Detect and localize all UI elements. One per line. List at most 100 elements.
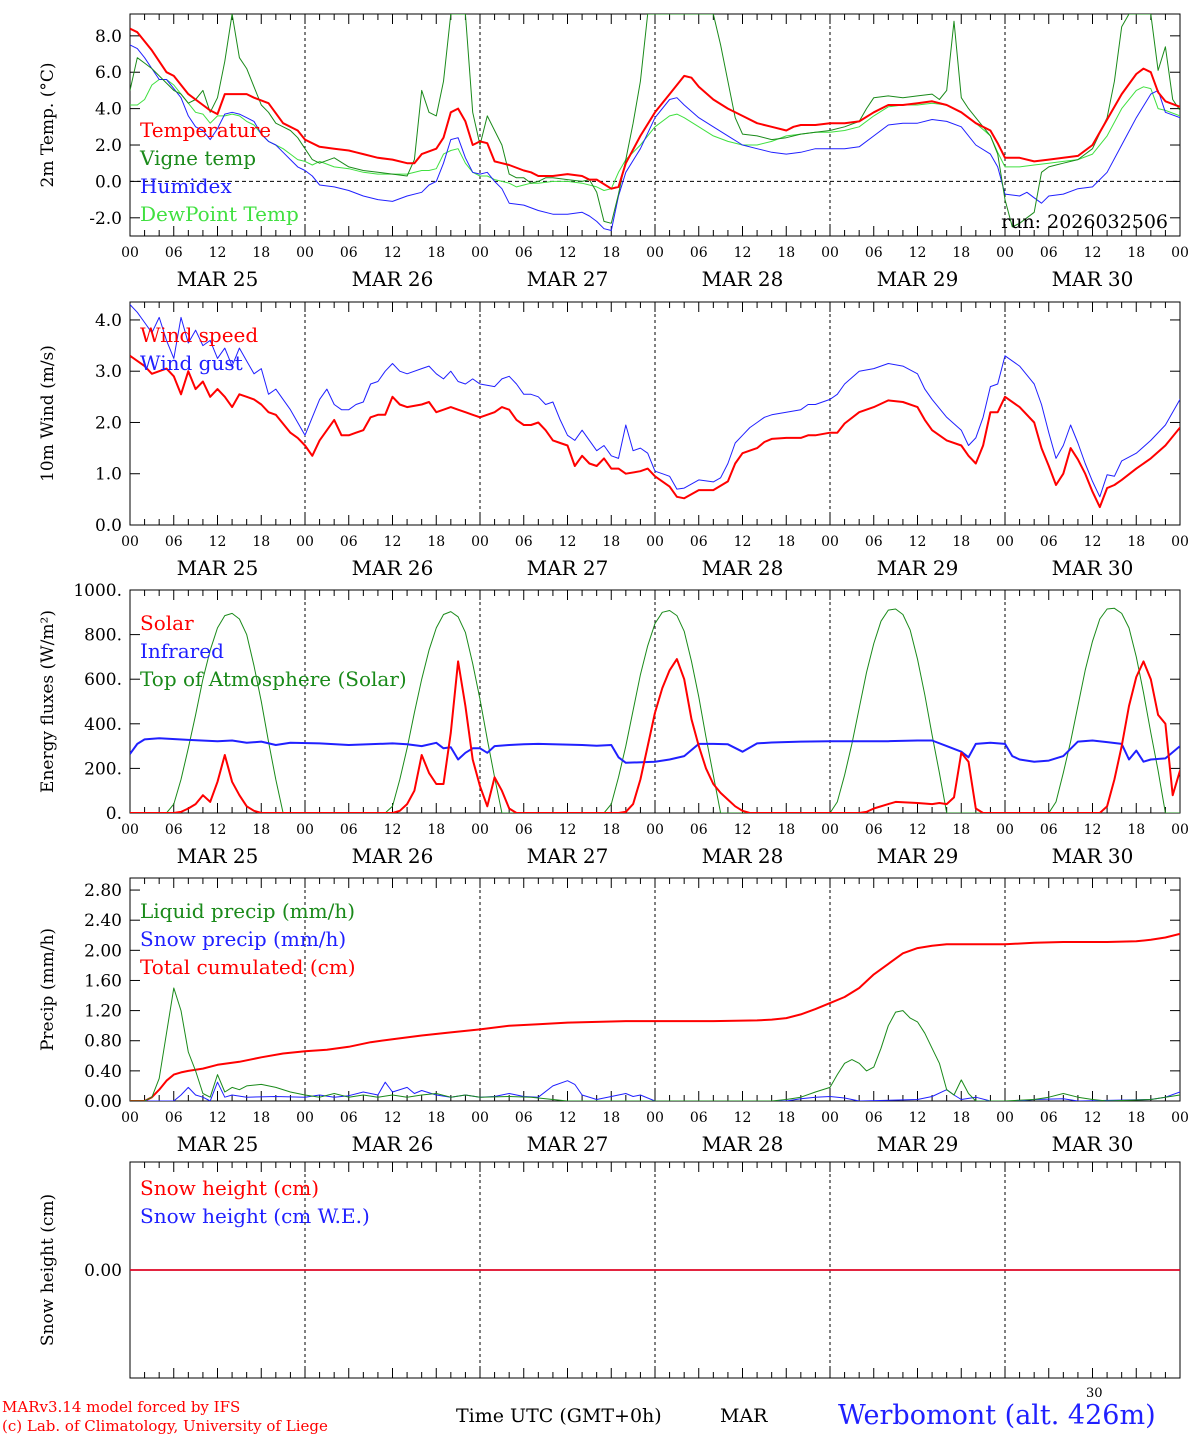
x-tick-label: 00 [996,245,1014,261]
y-tick-label: 1.60 [84,971,122,991]
legend-entry: Temperature [140,118,271,142]
x-tick-label: 06 [1040,1110,1058,1126]
y-tick-label: 800. [84,626,122,646]
day-label: MAR 27 [527,556,609,580]
day-label: MAR 26 [352,844,434,868]
y-tick-label: 0.80 [84,1032,122,1052]
x-tick-label: 06 [865,534,883,550]
legend-entry: Liquid precip (mm/h) [140,899,355,923]
y-tick-label: 2.00 [84,941,122,961]
legend-entry: Snow height (cm) [140,1176,319,1200]
plot-frame [129,301,1181,526]
x-tick-label: 00 [821,822,839,838]
legend-entry: Total cumulated (cm) [140,955,356,979]
y-tick-label: 2.0 [95,413,122,433]
legend-entry: Humidex [140,174,232,198]
x-tick-label: 12 [559,822,577,838]
y-tick-label: 0.0 [95,172,122,192]
x-tick-label: 00 [296,822,314,838]
y-tick-label: 4.0 [95,100,122,120]
legend-entry: Vigne temp [139,146,256,170]
x-tick-label: 12 [909,1110,927,1126]
legend-entry: Top of Atmosphere (Solar) [140,667,407,691]
day-label: MAR 28 [702,1132,784,1156]
y-tick-label: 0.00 [84,1092,122,1112]
y-axis-title: Precip (mm/h) [38,928,58,1051]
x-tick-label: 00 [821,534,839,550]
y-tick-label: 1.20 [84,1002,122,1022]
x-tick-label: 18 [952,534,970,550]
y-tick-label: 200. [84,759,122,779]
x-tick-label: 18 [952,1110,970,1126]
legend-entry: Infrared [140,639,224,663]
x-tick-label: 06 [340,245,358,261]
x-tick-label: 06 [1040,245,1058,261]
legend-entry: Snow precip (mm/h) [140,927,346,951]
x-tick-label: 06 [865,822,883,838]
x-tick-label: 00 [296,1110,314,1126]
x-tick-label: 00 [821,245,839,261]
y-axis-title: 2m Temp. (°C) [38,62,58,187]
model-line: MARv3.14 model forced by IFS [2,1398,241,1416]
x-tick-label: 12 [559,534,577,550]
series-line-liquid-precip-mm-h- [130,987,1180,1101]
day-label: MAR 27 [527,1132,609,1156]
x-tick-label: 18 [777,534,795,550]
day-label: MAR 25 [177,1132,259,1156]
day-label: MAR 28 [702,844,784,868]
x-tick-label: 00 [996,1110,1014,1126]
x-tick-label: 00 [646,534,664,550]
x-tick-label: 06 [515,245,533,261]
series-line-top-of-atmosphere-solar- [130,607,1180,813]
x-tick-label: 06 [690,534,708,550]
x-tick-label: 00 [646,822,664,838]
legend-entry: Solar [140,611,194,635]
x-tick-label: 18 [252,534,270,550]
x-tick-label: 06 [690,245,708,261]
x-tick-label: 00 [121,245,139,261]
day-label: MAR 28 [702,267,784,291]
x-tick-label: 12 [734,534,752,550]
y-axis-title: Snow height (cm) [38,1194,58,1346]
day-label: MAR 29 [877,267,959,291]
x-tick-label: 00 [1171,1110,1189,1126]
legend-entry: Snow height (cm W.E.) [140,1204,370,1228]
x-tick-label: 06 [165,245,183,261]
series-line-total-cumulated-cm- [130,932,1180,1101]
day-label: MAR 30 [1052,267,1134,291]
x-tick-label: 00 [1171,822,1189,838]
run-annotation: run: 2026032506 [1001,211,1168,233]
x-tick-label: 12 [734,1110,752,1126]
x-tick-label: 06 [690,1110,708,1126]
series-line-vigne-temp [130,14,1180,228]
panel-wind: 00 06 12 18 00 06 12 18 00 06 12 18 00 06 12 18 00 06 12 18… [38,301,1189,580]
x-tick-label: 00 [646,245,664,261]
legend-entry: Wind speed [140,323,258,347]
x-tick-label: 06 [690,822,708,838]
x-tick-label: 06 [515,1110,533,1126]
y-tick-label: 0.0 [95,516,122,536]
day-label: MAR 25 [177,267,259,291]
x-tick-label: 18 [252,245,270,261]
legend-entry: Wind gust [140,351,243,375]
x-tick-label: 06 [1040,822,1058,838]
x-tick-label: 00 [121,822,139,838]
x-tick-label: 06 [165,1110,183,1126]
x-tick-label: 18 [252,1110,270,1126]
series-line-solar [130,658,1180,813]
lab-credit-line: (c) Lab. of Climatology, University of L… [2,1417,328,1435]
x-tick-label: 18 [602,1110,620,1126]
y-tick-label: 2.40 [84,911,122,931]
x-tick-label: 00 [821,1110,839,1126]
series-line-wind-gust [130,304,1180,498]
y-tick-label: 0.40 [84,1062,122,1082]
x-tick-label: 00 [296,534,314,550]
y-tick-label: -2.0 [89,209,122,229]
x-tick-label: 12 [909,822,927,838]
series-line-infrared [130,737,1180,764]
x-tick-label: 12 [1084,245,1102,261]
day-label: MAR 30 [1052,844,1134,868]
x-tick-label: 18 [252,822,270,838]
x-tick-label: 12 [384,1110,402,1126]
